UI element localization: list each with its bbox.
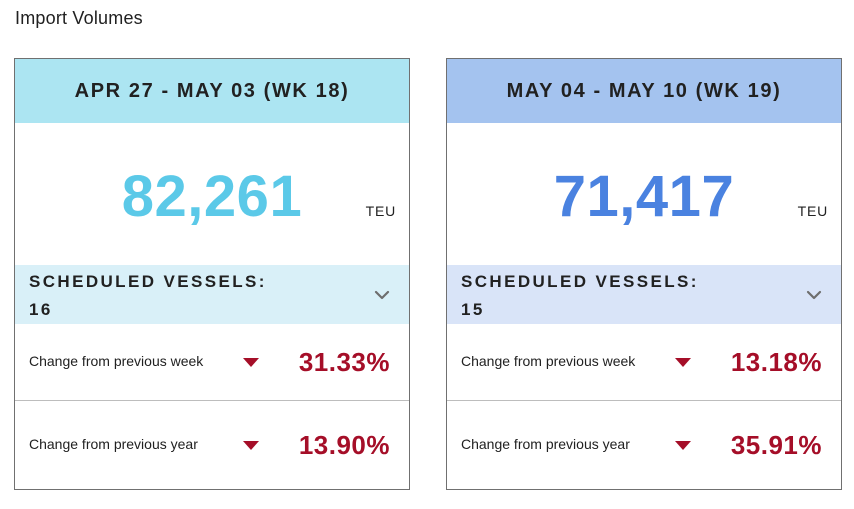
week-19-card: MAY 04 - MAY 10 (WK 19) 71,417 TEU SCHED… (446, 58, 842, 490)
week-19-change-year-row: Change from previous year 35.91% (447, 401, 841, 489)
scheduled-vessels-label: SCHEDULED VESSELS: 16 (29, 268, 373, 322)
chevron-down-icon[interactable] (373, 286, 391, 304)
scheduled-vessels-label: SCHEDULED VESSELS: 15 (461, 268, 805, 322)
page-title: Import Volumes (15, 8, 143, 28)
arrow-down-icon (675, 440, 691, 450)
week-19-scheduled-vessels-toggle[interactable]: SCHEDULED VESSELS: 15 (447, 265, 841, 324)
change-year-label: Change from previous year (461, 436, 630, 453)
change-week-label: Change from previous week (29, 353, 204, 370)
scheduled-vessels-count: 15 (461, 299, 485, 319)
scheduled-vessels-count: 16 (29, 299, 53, 319)
week-18-change-week-row: Change from previous week 31.33% (15, 324, 409, 400)
arrow-down-icon (675, 357, 691, 367)
change-week-label: Change from previous week (461, 353, 636, 370)
change-year-value: 13.90% (298, 429, 390, 460)
chevron-down-icon[interactable] (805, 286, 823, 304)
week-19-volume-value: 71,417 (553, 163, 735, 229)
change-week-value: 31.33% (298, 346, 390, 377)
teu-unit-label: TEU (797, 203, 828, 219)
week-cards-container: APR 27 - MAY 03 (WK 18) 82,261 TEU SCHED… (0, 58, 854, 490)
week-19-header: MAY 04 - MAY 10 (WK 19) (447, 59, 841, 123)
arrow-down-icon (243, 440, 259, 450)
row-divider (447, 400, 841, 401)
week-19-volume-area: 71,417 TEU (447, 123, 841, 265)
week-18-header: APR 27 - MAY 03 (WK 18) (15, 59, 409, 123)
teu-unit-label: TEU (365, 203, 396, 219)
week-18-volume-value: 82,261 (121, 163, 303, 229)
week-19-change-week-row: Change from previous week 13.18% (447, 324, 841, 400)
week-18-scheduled-vessels-toggle[interactable]: SCHEDULED VESSELS: 16 (15, 265, 409, 324)
week-18-change-year-row: Change from previous year 13.90% (15, 401, 409, 489)
change-year-label: Change from previous year (29, 436, 198, 453)
change-year-value: 35.91% (730, 429, 822, 460)
week-18-volume-area: 82,261 TEU (15, 123, 409, 265)
change-week-value: 13.18% (730, 346, 822, 377)
arrow-down-icon (243, 357, 259, 367)
scheduled-vessels-text: SCHEDULED VESSELS: (29, 272, 267, 292)
scheduled-vessels-text: SCHEDULED VESSELS: (461, 272, 699, 292)
row-divider (15, 400, 409, 401)
week-18-card: APR 27 - MAY 03 (WK 18) 82,261 TEU SCHED… (14, 58, 410, 490)
